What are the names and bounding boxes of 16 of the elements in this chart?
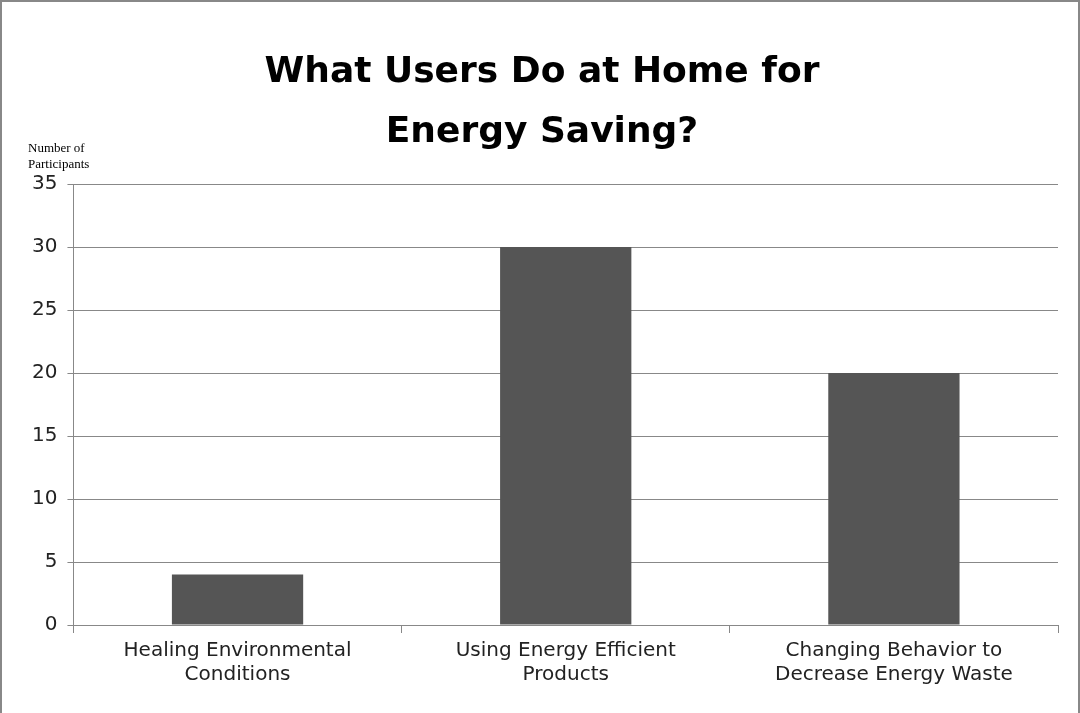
y-tick-label: 5: [44, 548, 58, 573]
bar: [500, 247, 632, 625]
y-tick-label: 25: [32, 296, 58, 321]
y-tick-label: 0: [44, 611, 58, 636]
y-tick-label: 35: [32, 170, 58, 195]
bar: [828, 373, 960, 625]
y-tick-label: 10: [32, 485, 58, 510]
y-tick-label: 20: [32, 359, 58, 384]
x-tick-label: Changing Behavior to Decrease Energy Waste: [774, 637, 1013, 686]
chart-title: What Users Do at Home for Energy Saving?: [263, 48, 821, 152]
y-tick-label: 30: [32, 233, 58, 258]
bar: [171, 574, 304, 625]
x-tick-label: Healing Environmental Conditions: [123, 637, 352, 686]
x-tick-label: Using Energy Efficient Products: [455, 637, 676, 686]
y-axis-title: Number of Participants: [28, 140, 91, 172]
y-tick-label: 15: [32, 422, 58, 447]
